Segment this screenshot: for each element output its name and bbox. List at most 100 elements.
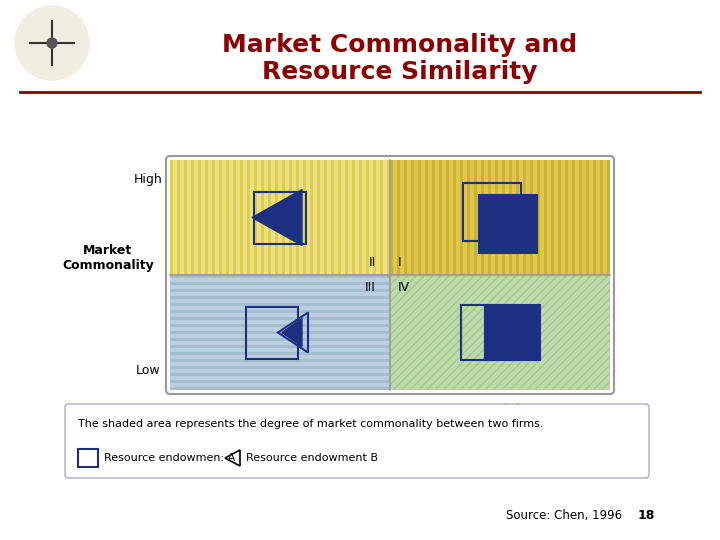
Text: High: High [495, 403, 524, 416]
Bar [170, 366, 390, 369]
Bar [261, 160, 264, 275]
Bar [387, 160, 390, 275]
Bar [418, 160, 421, 275]
Bar [170, 303, 390, 306]
Bar [170, 387, 390, 390]
Bar [390, 275, 610, 390]
Bar [240, 160, 243, 275]
Bar [495, 160, 498, 275]
Bar [404, 160, 407, 275]
Bar [170, 282, 390, 285]
Bar [572, 160, 575, 275]
Bar [170, 317, 390, 320]
Bar [502, 160, 505, 275]
Bar [317, 160, 320, 275]
Bar [425, 160, 428, 275]
Bar [170, 373, 390, 376]
Bar [530, 160, 533, 275]
Text: III: III [365, 281, 376, 294]
Bar [184, 160, 187, 275]
Bar [275, 160, 278, 275]
Bar [282, 160, 285, 275]
Bar [373, 160, 376, 275]
Bar [170, 160, 390, 275]
Bar [212, 160, 215, 275]
Bar [170, 296, 390, 299]
Bar [78, 449, 98, 467]
Bar [544, 160, 547, 275]
Bar [170, 345, 390, 348]
Text: 18: 18 [638, 509, 655, 522]
Bar [411, 160, 414, 275]
Text: Low: Low [268, 403, 292, 416]
Bar [338, 160, 341, 275]
Circle shape [15, 6, 89, 80]
Bar [488, 160, 491, 275]
Bar [289, 160, 292, 275]
Bar [467, 160, 470, 275]
Text: Resource: Resource [358, 404, 423, 417]
Bar [233, 160, 236, 275]
Bar [359, 160, 362, 275]
Bar [523, 160, 526, 275]
Bar [170, 289, 390, 292]
Bar [461, 305, 516, 360]
Bar [219, 160, 222, 275]
Bar [390, 160, 393, 275]
Bar [177, 160, 180, 275]
Bar [268, 160, 271, 275]
Bar [254, 160, 257, 275]
Bar [170, 160, 173, 275]
Bar [226, 160, 229, 275]
Bar [303, 160, 306, 275]
Text: I: I [398, 256, 402, 269]
Bar [170, 359, 390, 362]
Bar [170, 331, 390, 334]
Bar [537, 160, 540, 275]
Bar [198, 160, 201, 275]
Text: The shaded area represents the degree of market commonality between two firms.: The shaded area represents the degree of… [78, 419, 544, 429]
Bar [607, 160, 610, 275]
Bar [565, 160, 568, 275]
Bar [453, 160, 456, 275]
Text: High: High [134, 173, 163, 186]
Text: Commonality: Commonality [62, 259, 154, 272]
Text: Resource endowment B: Resource endowment B [246, 453, 378, 463]
Bar [170, 352, 390, 355]
Bar [479, 194, 537, 253]
Text: Similarity: Similarity [356, 417, 423, 430]
Bar [579, 160, 582, 275]
Text: IV: IV [398, 281, 410, 294]
Bar [170, 275, 390, 278]
Text: Market: Market [84, 244, 132, 256]
Bar [254, 192, 306, 244]
Bar [551, 160, 554, 275]
Bar [446, 160, 449, 275]
Bar [352, 160, 355, 275]
Bar [205, 160, 208, 275]
Text: Market Commonality and: Market Commonality and [222, 33, 577, 57]
Bar [586, 160, 589, 275]
Bar [191, 160, 194, 275]
Bar [170, 324, 390, 327]
Bar [558, 160, 561, 275]
Bar [324, 160, 327, 275]
Bar [247, 160, 250, 275]
Bar [310, 160, 313, 275]
Bar [460, 160, 463, 275]
Bar [366, 160, 369, 275]
Bar [390, 275, 610, 390]
Bar [390, 160, 610, 275]
Text: Resource endowmen: A: Resource endowmen: A [104, 453, 235, 463]
Bar [439, 160, 442, 275]
Bar [485, 305, 539, 360]
Bar [600, 160, 603, 275]
Text: II: II [369, 256, 376, 269]
Bar [397, 160, 400, 275]
Bar [474, 160, 477, 275]
Bar [331, 160, 334, 275]
Text: Source: Chen, 1996: Source: Chen, 1996 [506, 509, 622, 522]
Bar [296, 160, 299, 275]
Bar [432, 160, 435, 275]
Bar [516, 160, 519, 275]
